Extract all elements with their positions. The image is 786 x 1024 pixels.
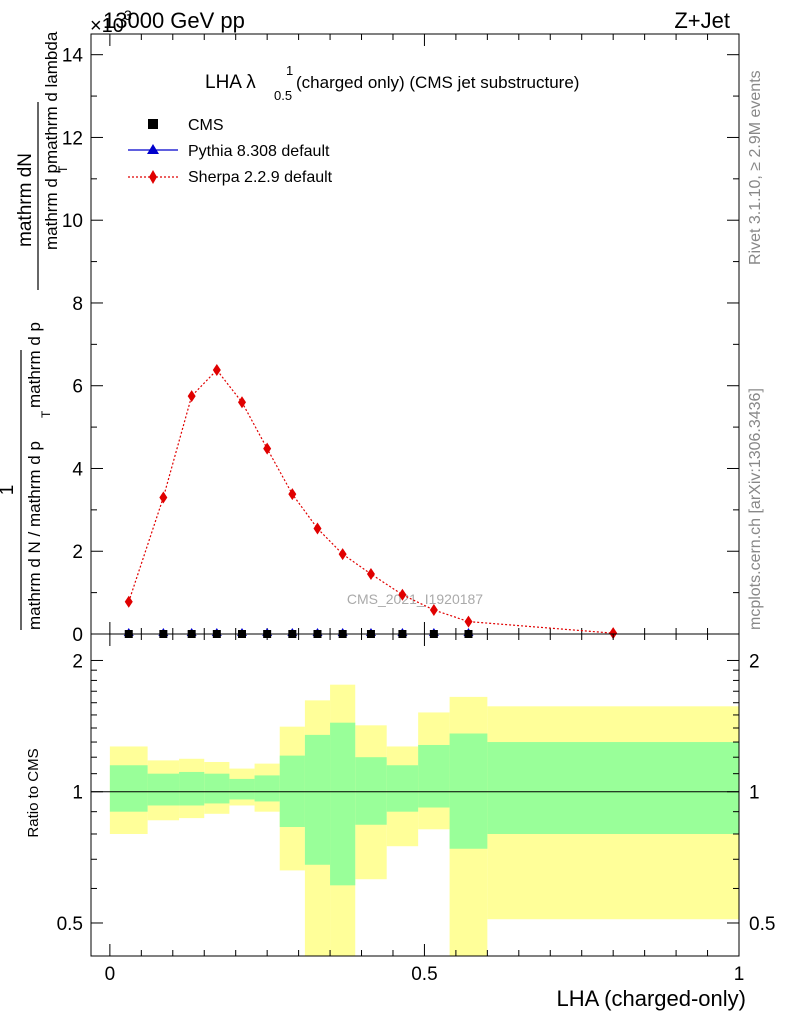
ylabel-prefix-numer: 1 — [0, 485, 18, 496]
ratio-green-band — [355, 757, 387, 825]
ratio-bands-group — [109, 684, 739, 956]
ratio-y-tick-label-right: 0.5 — [749, 914, 775, 935]
main-y-tick-label: 10 — [62, 211, 83, 232]
ratio-green-band — [109, 765, 148, 812]
ratio-green-band — [179, 771, 205, 806]
ratio-y-axis-label: Ratio to CMS — [25, 748, 42, 837]
sherpa-point — [338, 548, 347, 561]
exponent-power: 3 — [124, 7, 132, 23]
sherpa-point — [398, 588, 407, 601]
ratio-green-band — [254, 775, 280, 802]
rivet-label: Rivet 3.1.10, ≥ 2.9M events — [747, 70, 764, 265]
ratio-green-band — [147, 773, 180, 806]
main-y-tick-label: 14 — [62, 46, 84, 67]
ratio-green-band — [487, 742, 739, 834]
ylabel-denom-rest: mathrm d lambda — [42, 31, 61, 164]
ratio-panel-frame — [90, 633, 740, 957]
exponent-label: ×10 3 — [90, 7, 132, 37]
legend-pythia-marker — [147, 144, 159, 154]
ratio-y-tick-label-right: 2 — [749, 651, 760, 672]
watermark-text: CMS_2021_I1920187 — [347, 591, 483, 607]
sherpa-point — [288, 488, 297, 501]
main-y-axis-label: mathrm dN mathrm d p T mathrm d lambda 1… — [0, 31, 70, 630]
title-rest: (charged only) (CMS jet substructure) — [296, 73, 579, 92]
main-y-tick-label: 8 — [72, 294, 83, 315]
x-tick-label: 0 — [105, 964, 116, 985]
title-sup: 1 — [286, 63, 293, 78]
legend-pythia-label: Pythia 8.308 default — [188, 143, 330, 160]
ratio-green-band — [304, 734, 331, 865]
x-tick-label: 1 — [734, 964, 745, 985]
sherpa-point — [159, 491, 168, 504]
ylabel-numer: mathrm dN — [15, 153, 36, 247]
sherpa-point — [187, 390, 196, 403]
legend-sherpa-label: Sherpa 2.2.9 default — [188, 169, 333, 186]
main-y-tick-label: 4 — [72, 459, 83, 480]
ratio-y-tick-label: 2 — [72, 651, 83, 672]
main-y-tick-label: 2 — [72, 542, 83, 563]
ylabel-denom-sub: T — [56, 165, 70, 173]
sherpa-line — [128, 369, 614, 634]
ratio-x-ticks: 0 0.5 1 — [105, 634, 745, 985]
ylabel-prefix-denom-rest: mathrm d p — [25, 322, 44, 408]
x-tick-label: 0.5 — [411, 964, 437, 985]
sherpa-point — [429, 604, 438, 616]
ratio-green-band — [204, 773, 230, 804]
ratio-y-ticks: 0.5 0.5 1 1 2 2 — [57, 651, 776, 935]
header-right-text: Z+Jet — [674, 8, 730, 33]
ratio-green-band — [229, 778, 255, 800]
ratio-green-band — [386, 765, 419, 812]
mcplots-label: mcplots.cern.ch [arXiv:1306.3436] — [747, 388, 764, 630]
main-y-tick-label: 0 — [72, 625, 83, 646]
legend-cms-label: CMS — [188, 117, 224, 134]
svg-text:mathrm d N / mathrm d p: mathrm d N / mathrm d p — [25, 441, 44, 630]
ratio-green-band — [449, 733, 488, 849]
x-axis-label: LHA (charged-only) — [556, 986, 746, 1011]
sherpa-point — [366, 568, 375, 580]
main-y-tick-label: 6 — [72, 377, 83, 398]
sherpa-point — [237, 396, 246, 409]
ylabel-prefix-denom: mathrm d N / mathrm d p — [25, 441, 44, 630]
sherpa-point — [212, 364, 221, 376]
title-text: LHA λ — [205, 72, 256, 93]
ratio-y-tick-label-right: 1 — [749, 783, 760, 804]
ratio-y-tick-label: 1 — [72, 783, 83, 804]
ratio-green-band — [418, 744, 450, 808]
legend-cms-marker — [148, 119, 158, 129]
ratio-y-tick-label: 0.5 — [57, 914, 83, 935]
sherpa-point — [313, 522, 322, 535]
main-y-ticks: 0 2 4 6 8 10 12 14 — [62, 46, 739, 646]
sherpa-point — [263, 442, 272, 455]
legend-sherpa-marker — [149, 170, 157, 184]
sherpa-point — [609, 627, 618, 640]
svg-text:LHA λ: LHA λ — [205, 72, 256, 93]
sherpa-point — [464, 615, 473, 628]
main-y-tick-label: 12 — [62, 128, 83, 149]
sherpa-point — [124, 595, 133, 608]
title-sub: 0.5 — [274, 88, 292, 103]
svg-text:mathrm d p: mathrm d p — [42, 164, 61, 250]
ratio-green-band — [330, 722, 356, 886]
header-left-text: 13000 GeV pp — [103, 8, 245, 33]
exponent-base: ×10 — [90, 15, 124, 37]
ylabel-denom-top: mathrm d p — [42, 164, 61, 250]
main-title: LHA λ 1 0.5 (charged only) (CMS jet subs… — [205, 63, 579, 103]
ylabel-prefix-denom-sub: T — [39, 410, 53, 418]
legend: CMS Pythia 8.308 default Sherpa 2.2.9 de… — [128, 117, 333, 186]
